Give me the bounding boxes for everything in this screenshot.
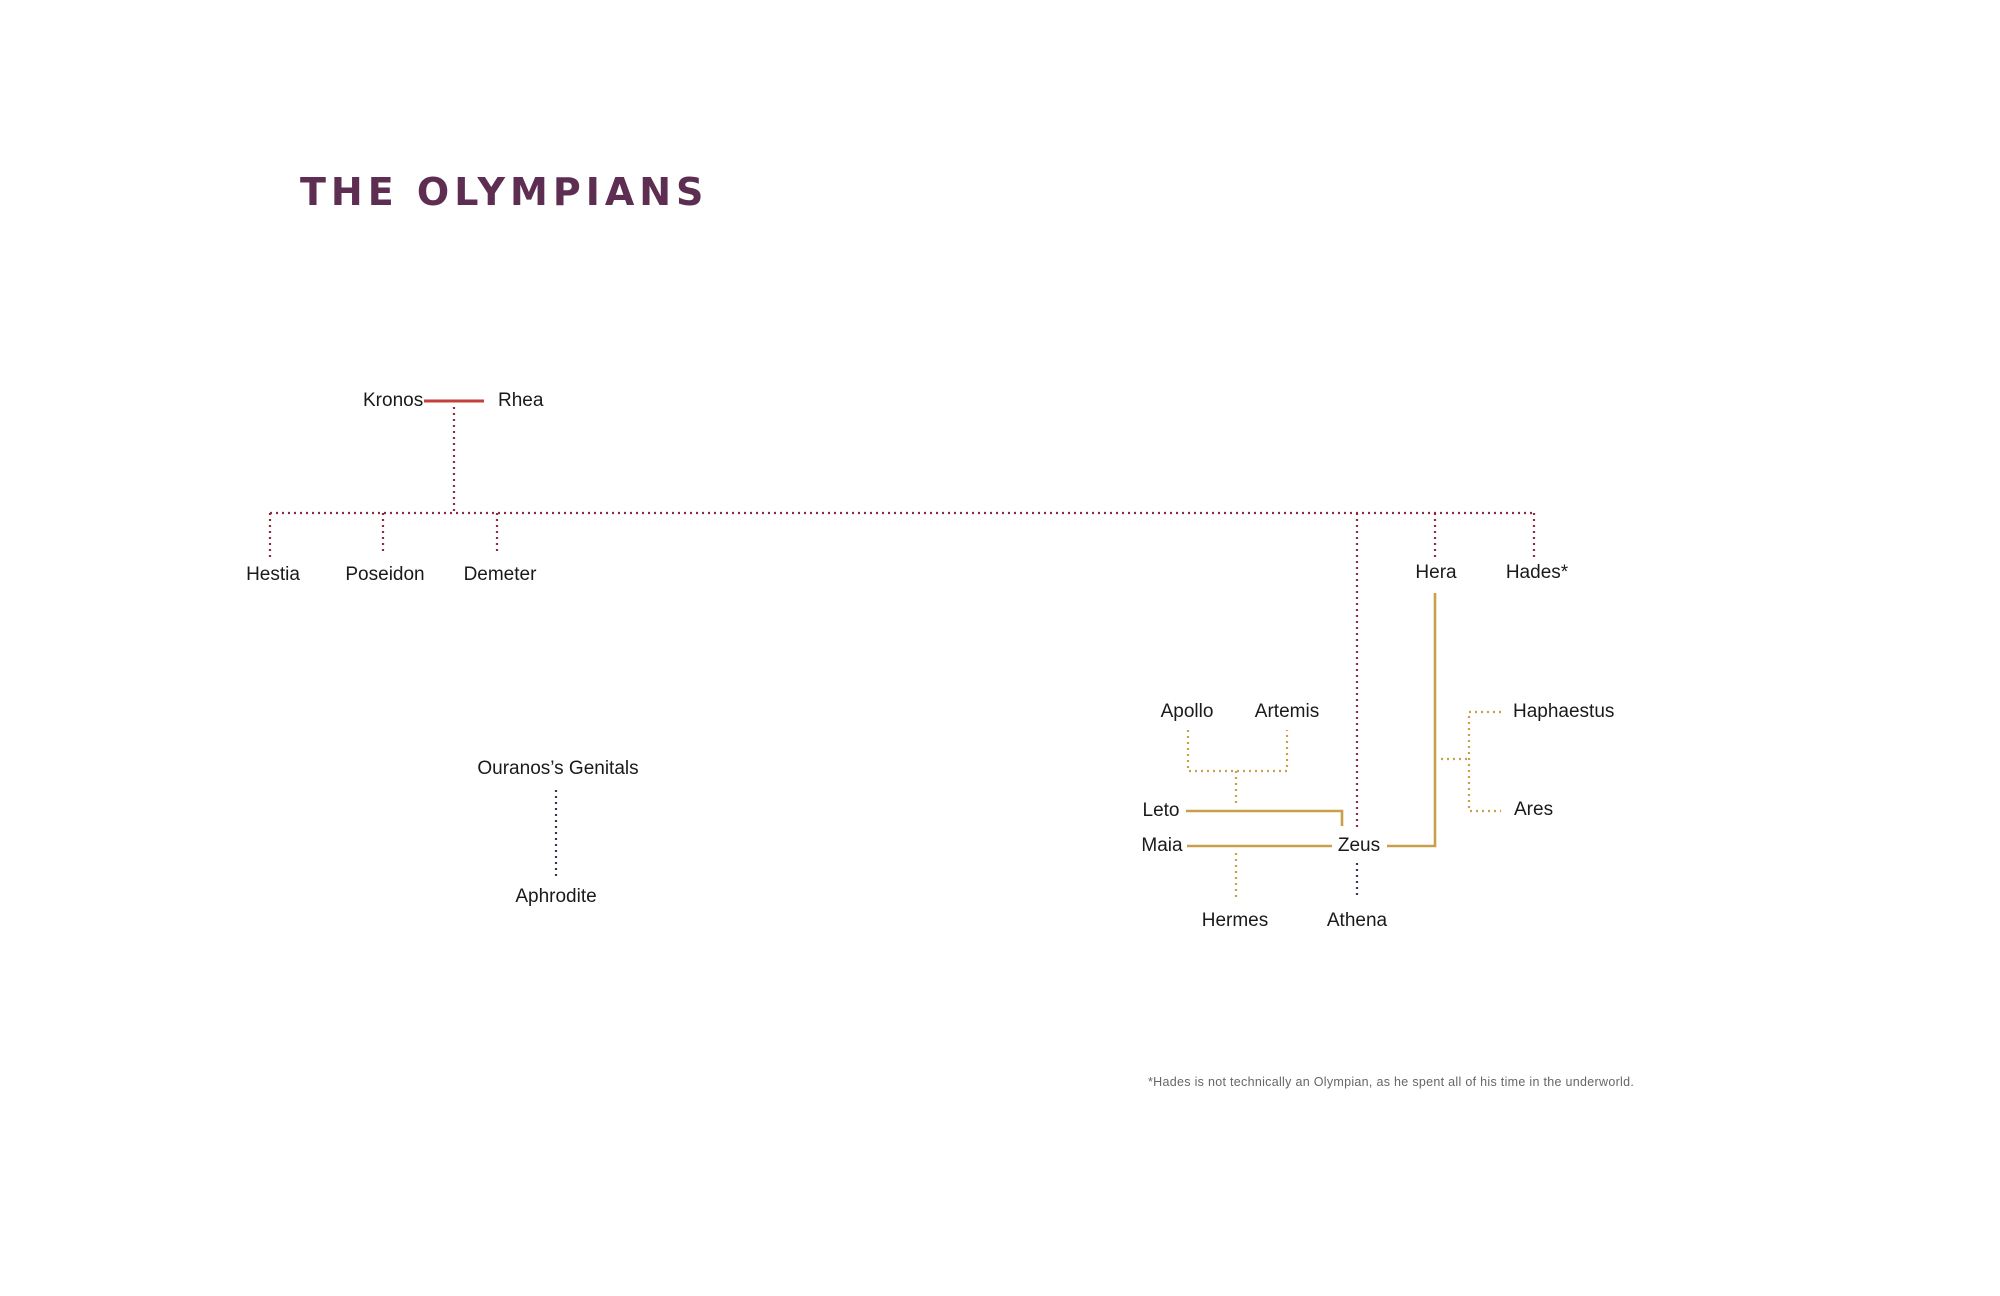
apollo-artemis-bracket bbox=[1186, 730, 1289, 773]
node-apollo: Apollo bbox=[1160, 701, 1214, 722]
node-hestia: Hestia bbox=[246, 564, 300, 585]
node-demeter: Demeter bbox=[463, 564, 537, 585]
node-haphaestus: Haphaestus bbox=[1513, 701, 1615, 722]
node-ouranos-genitals: Ouranos’s Genitals bbox=[477, 758, 639, 779]
node-athena: Athena bbox=[1326, 910, 1388, 931]
node-maia: Maia bbox=[1141, 835, 1183, 856]
node-hades: Hades* bbox=[1505, 562, 1569, 583]
page-title: THE OLYMPIANS bbox=[300, 170, 709, 214]
node-hera: Hera bbox=[1415, 562, 1457, 583]
node-poseidon: Poseidon bbox=[345, 564, 425, 585]
zeus-hera-union-line bbox=[1387, 593, 1437, 848]
leto-zeus-union-line bbox=[1186, 809, 1344, 826]
node-kronos: Kronos bbox=[363, 390, 424, 411]
node-aphrodite: Aphrodite bbox=[515, 886, 597, 907]
node-zeus: Zeus bbox=[1337, 835, 1381, 856]
node-rhea: Rhea bbox=[498, 390, 544, 411]
node-leto: Leto bbox=[1142, 800, 1180, 821]
haphaestus-ares-bracket bbox=[1467, 710, 1501, 813]
node-artemis: Artemis bbox=[1254, 701, 1320, 722]
footnote: *Hades is not technically an Olympian, a… bbox=[1148, 1075, 1635, 1089]
node-ares: Ares bbox=[1514, 799, 1554, 820]
node-hermes: Hermes bbox=[1201, 910, 1269, 931]
